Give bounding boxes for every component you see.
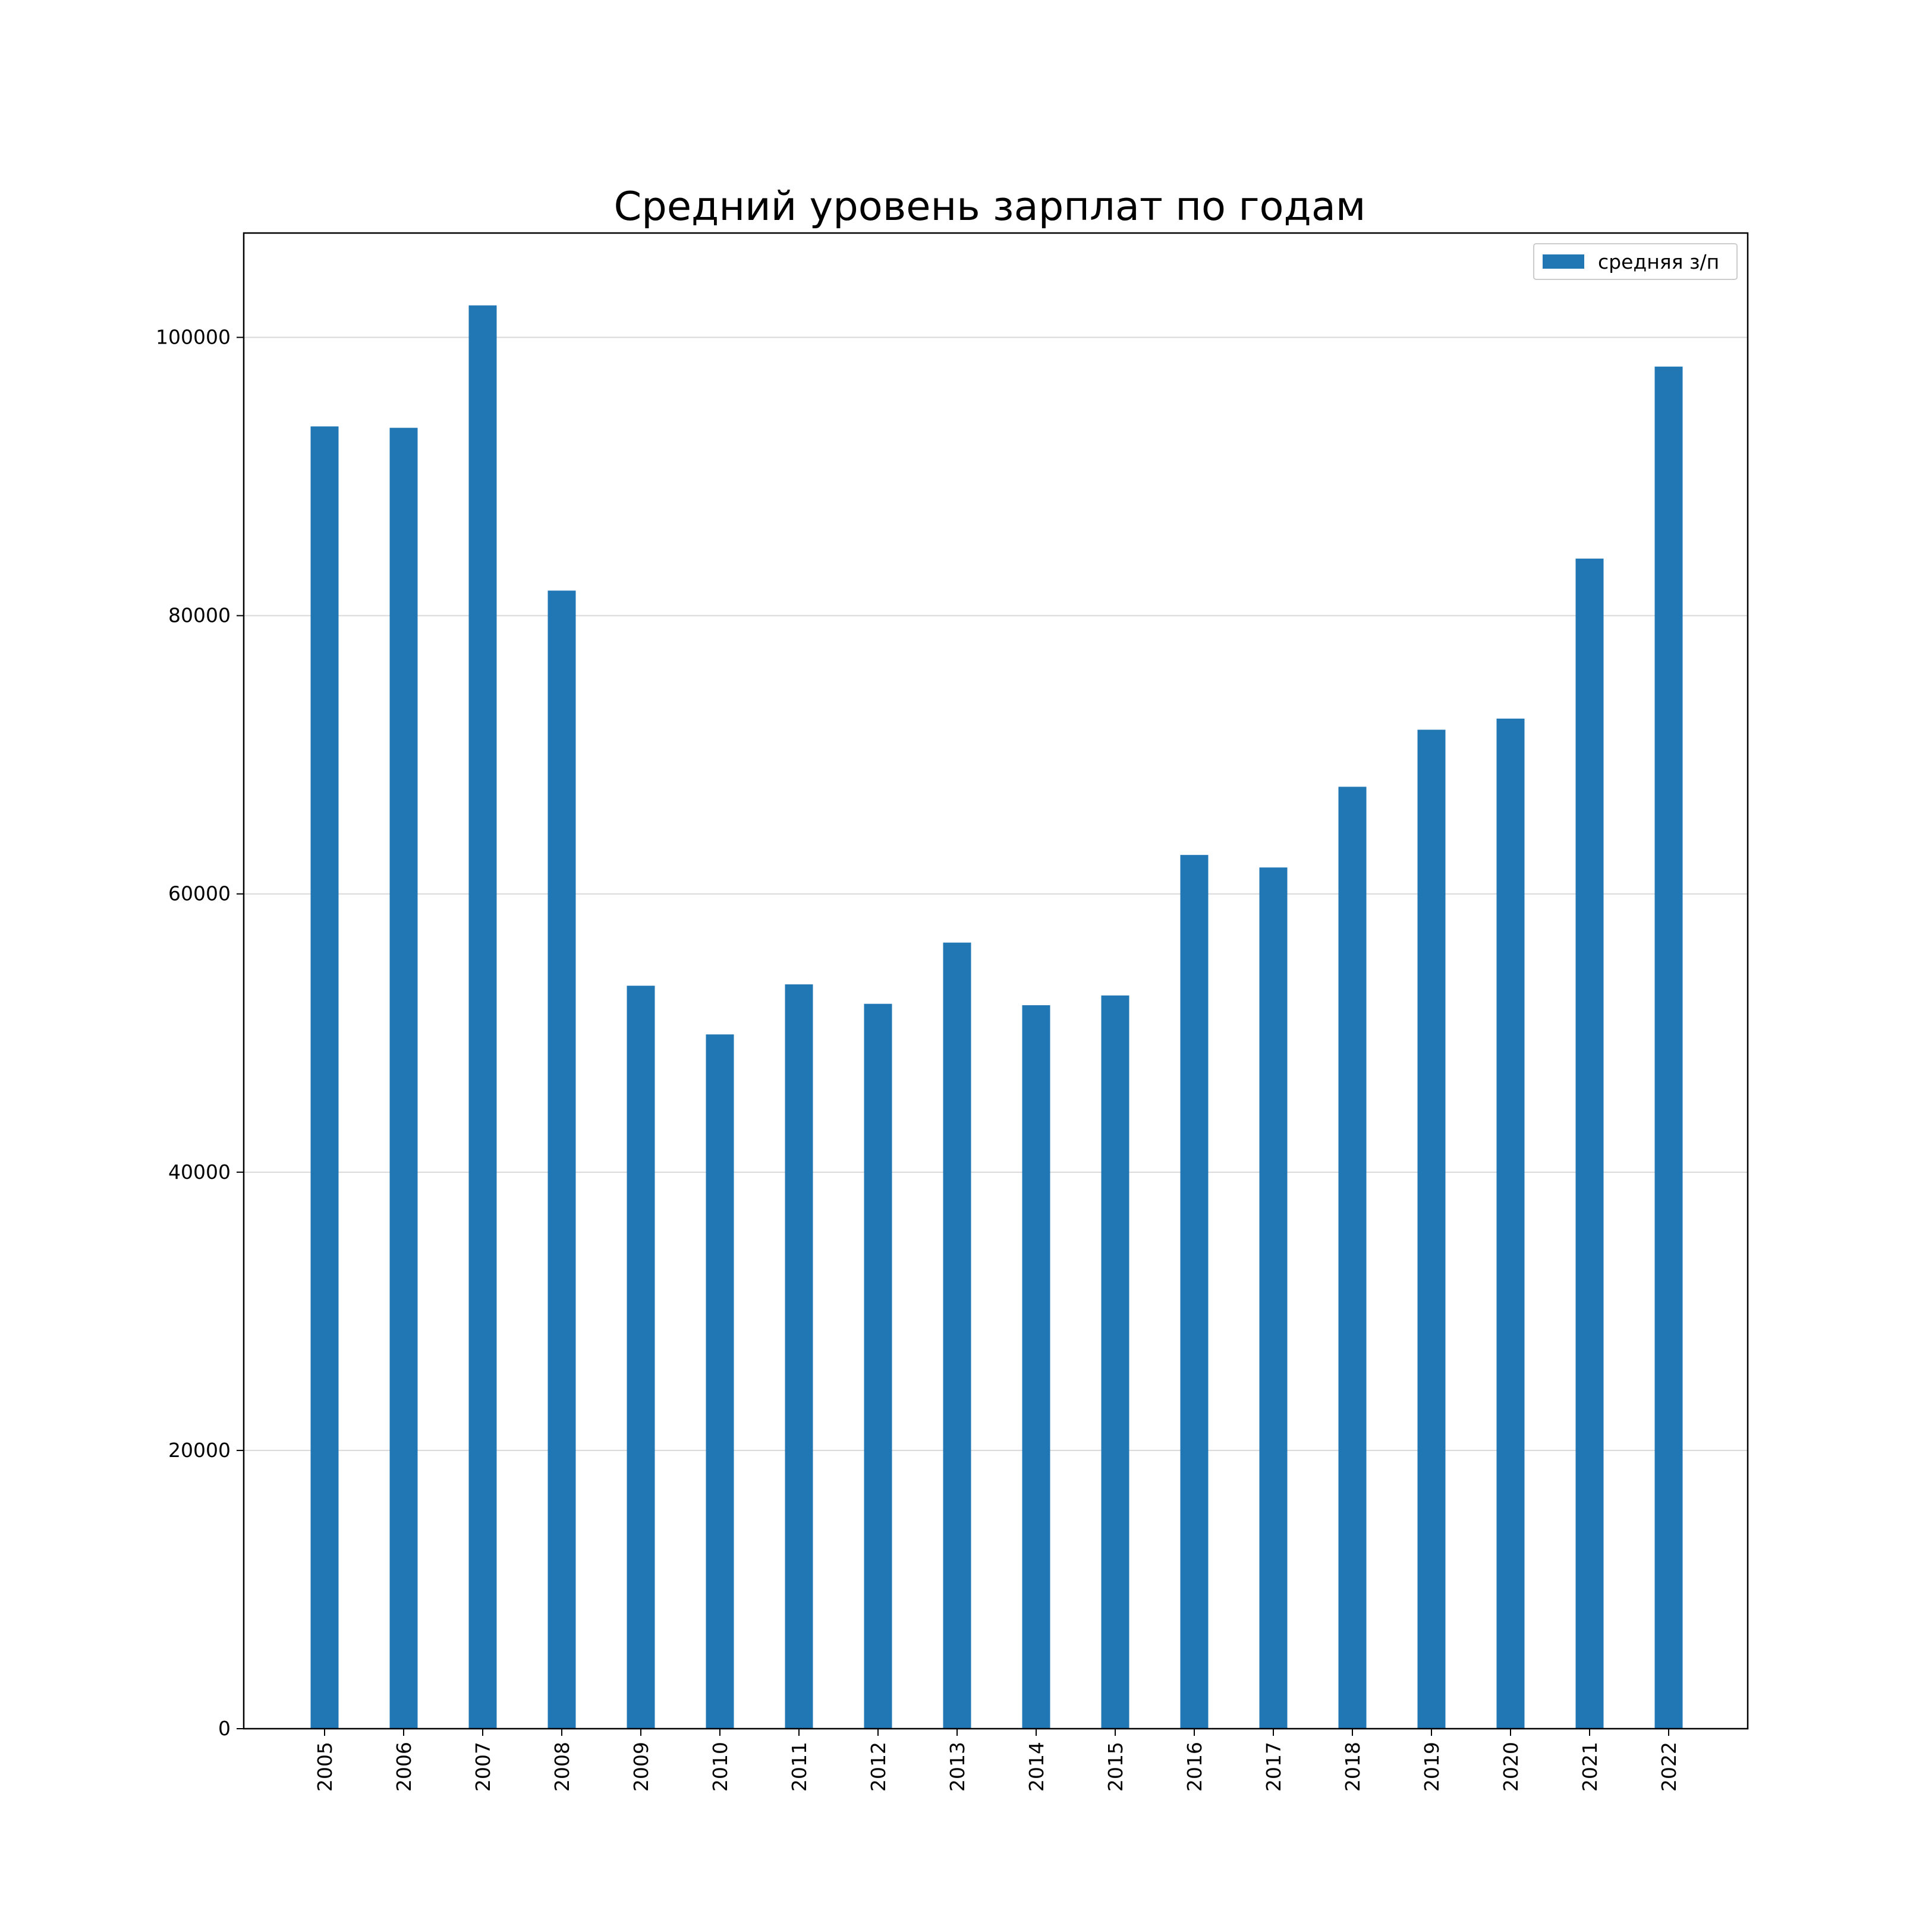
x-tick-label: 2013 <box>946 1742 969 1792</box>
x-tick-label: 2015 <box>1104 1742 1127 1792</box>
y-tick-label: 0 <box>218 1717 231 1740</box>
chart-title: Средний уровень зарплат по годам <box>614 183 1366 229</box>
y-tick-label: 60000 <box>168 882 231 905</box>
x-tick-label: 2022 <box>1657 1742 1681 1792</box>
x-tick-label: 2006 <box>392 1742 416 1792</box>
y-tick-label: 80000 <box>168 604 231 627</box>
y-tick-label: 40000 <box>168 1160 231 1184</box>
bar-2005 <box>310 426 339 1729</box>
bar-2019 <box>1417 729 1446 1729</box>
plot-area-frame <box>243 232 1749 1730</box>
x-axis: 2005 2006 2007 2008 2009 2010 2011 2012 2013 2014… <box>313 1729 1681 1792</box>
bar-2009 <box>627 986 655 1729</box>
bar-2016 <box>1180 855 1209 1729</box>
x-tick-label: 2017 <box>1262 1742 1285 1792</box>
bar-2013 <box>943 942 971 1729</box>
x-tick-label: 2012 <box>867 1742 890 1792</box>
x-tick-label: 2008 <box>550 1742 574 1792</box>
y-tick-label: 100000 <box>156 326 231 349</box>
bar-2008 <box>547 590 576 1729</box>
bar-2012 <box>864 1003 892 1729</box>
x-tick-label: 2018 <box>1341 1742 1364 1792</box>
bar-2017 <box>1259 867 1288 1729</box>
legend-swatch <box>1543 254 1584 269</box>
y-tick-label: 20000 <box>168 1439 231 1462</box>
x-tick-label: 2021 <box>1578 1742 1601 1792</box>
bar-2018 <box>1338 786 1367 1729</box>
bars <box>310 305 1683 1729</box>
legend-box <box>1533 243 1738 280</box>
y-axis: 0 20000 40000 60000 80000 100000 <box>156 326 244 1740</box>
x-tick-label: 2016 <box>1183 1742 1206 1792</box>
x-tick-label: 2005 <box>313 1742 336 1792</box>
bar-2006 <box>389 427 418 1729</box>
legend: средняя з/п <box>1533 243 1738 280</box>
x-tick-label: 2011 <box>788 1742 811 1792</box>
bar-2020 <box>1496 718 1525 1729</box>
x-tick-label: 2020 <box>1499 1742 1522 1792</box>
x-tick-label: 2010 <box>709 1742 732 1792</box>
bar-2015 <box>1101 995 1129 1729</box>
x-tick-label: 2007 <box>471 1742 495 1792</box>
x-tick-label: 2014 <box>1025 1742 1048 1792</box>
bar-2022 <box>1654 366 1683 1729</box>
bar-2014 <box>1022 1005 1050 1729</box>
bar-2007 <box>468 305 497 1729</box>
bar-2011 <box>785 984 813 1729</box>
x-tick-label: 2009 <box>630 1742 653 1792</box>
legend-label: средняя з/п <box>1598 250 1719 273</box>
bar-2010 <box>706 1034 734 1729</box>
bar-2021 <box>1575 558 1604 1729</box>
x-tick-label: 2019 <box>1420 1742 1443 1792</box>
